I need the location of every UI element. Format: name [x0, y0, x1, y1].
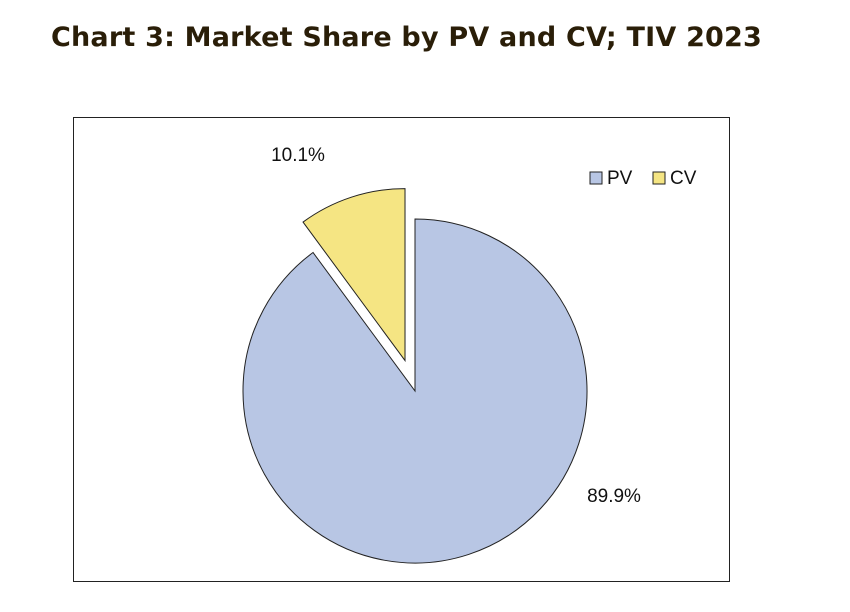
pie-slice-cv: [302, 188, 406, 363]
legend-label-cv: CV: [670, 168, 697, 189]
legend-label-pv: PV: [607, 168, 633, 189]
pie-slice-pv: [242, 218, 588, 564]
legend-swatch-cv: [652, 171, 666, 185]
data-label-cv: 10.1%: [271, 145, 325, 166]
legend-swatch-pv: [589, 171, 603, 185]
data-label-pv: 89.9%: [587, 486, 641, 507]
chart-title: Chart 3: Market Share by PV and CV; TIV …: [51, 22, 763, 53]
chart-frame: [73, 117, 730, 582]
chart-legend: PV CV: [589, 168, 697, 189]
